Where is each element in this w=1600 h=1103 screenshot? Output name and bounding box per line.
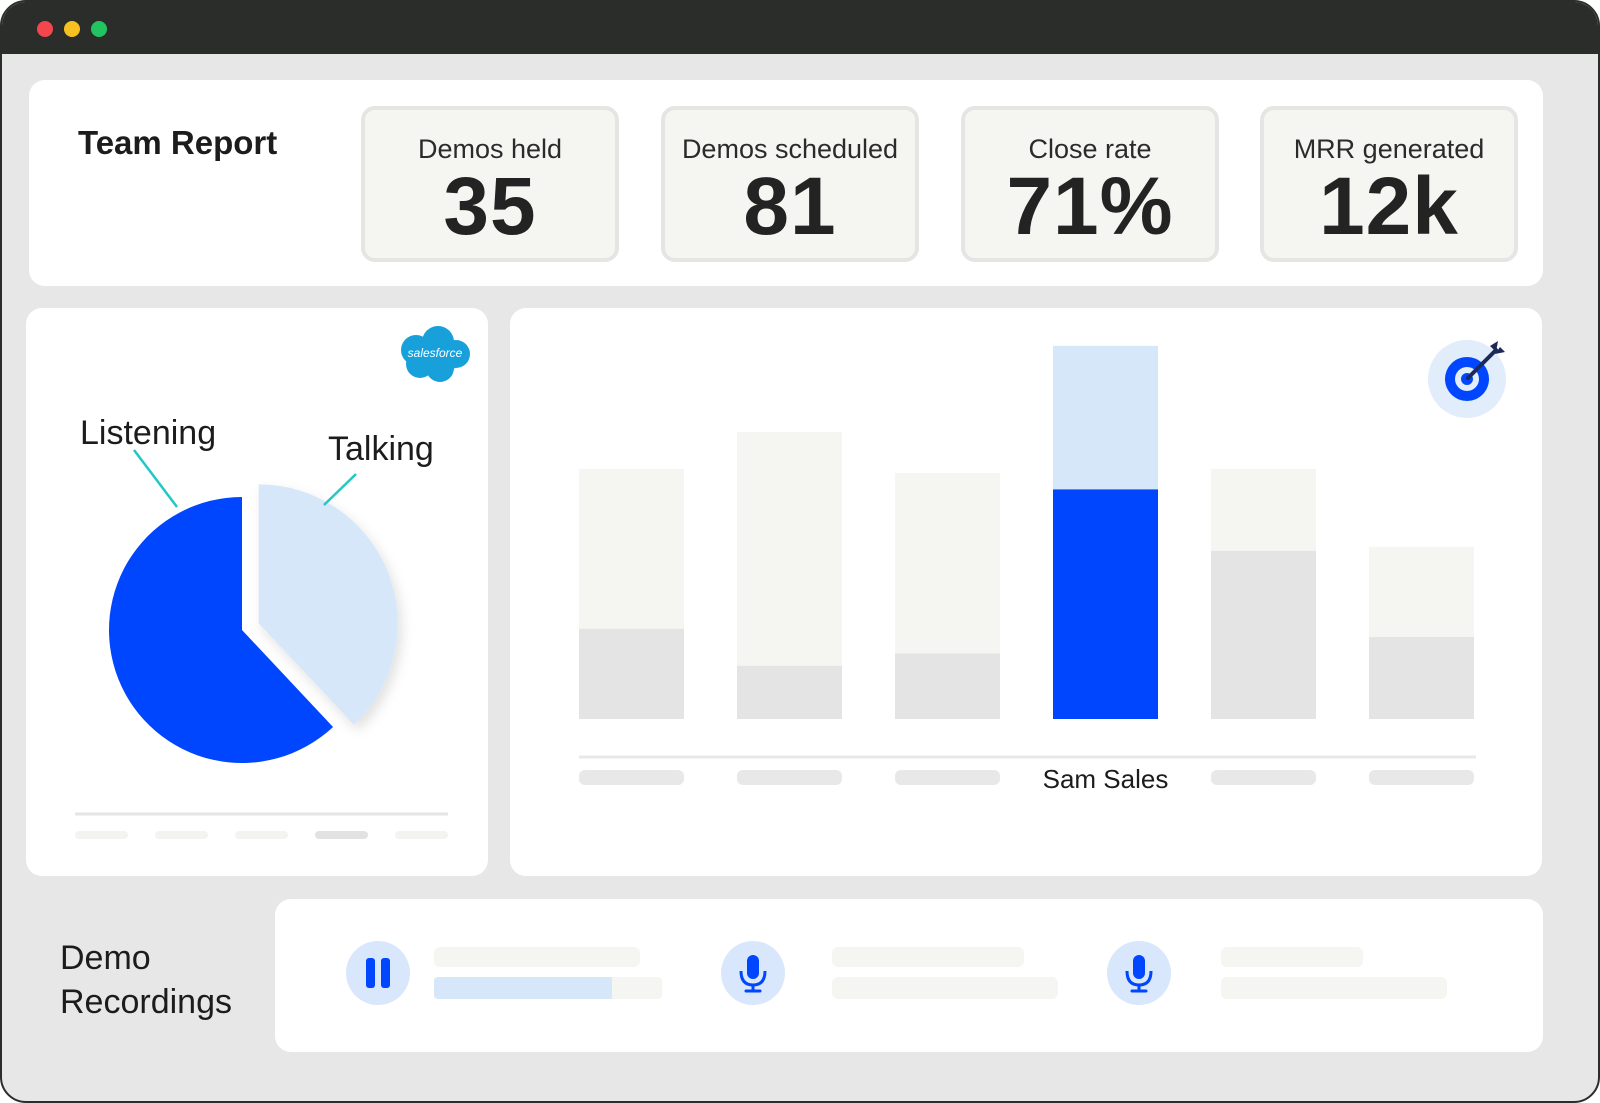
talk-ratio-card [26, 308, 488, 876]
recording-subtitle-placeholder [832, 977, 1058, 999]
x-tick-placeholder [1369, 770, 1474, 785]
bar-segment-bottom [1369, 637, 1474, 719]
recording-title-placeholder [832, 947, 1024, 967]
microphone-button[interactable] [721, 941, 785, 1005]
microphone-icon [1125, 955, 1153, 993]
bar-segment-top [1369, 546, 1474, 637]
legend-placeholder [155, 831, 208, 839]
bar-segment-top [1053, 345, 1158, 490]
bar-segment-bottom [579, 628, 684, 719]
stat-demos-held: Demos held 35 [361, 106, 619, 262]
pause-icon-bar [381, 958, 390, 988]
maximize-window-button[interactable] [91, 21, 107, 37]
stat-label: MRR generated [1293, 134, 1485, 164]
x-tick-label: Sam Sales [1043, 764, 1169, 794]
stat-value: 12k [1319, 161, 1459, 252]
team-bar-chart: Sam Sales [579, 340, 1506, 794]
stat-label: Demos scheduled [681, 134, 899, 164]
minimize-window-button[interactable] [64, 21, 80, 37]
title-bar [2, 2, 1598, 54]
recordings-title-line1: Demo [60, 939, 151, 977]
listening-label: Listening [80, 414, 216, 452]
legend-placeholder [75, 831, 128, 839]
stat-value: 35 [443, 161, 537, 252]
salesforce-logo-text: salesforce [408, 346, 463, 360]
recordings-title: Demo Recordings [60, 936, 232, 1024]
stat-value: 81 [743, 161, 837, 252]
talking-leader-line [323, 473, 357, 506]
stat-mrr-generated: MRR generated 12k [1260, 106, 1518, 262]
bar-segment-top [737, 432, 842, 666]
bar-segment-bottom [737, 665, 842, 719]
pie-slice-talking [258, 484, 398, 725]
stat-label: Close rate [1028, 134, 1152, 164]
x-tick-placeholder [1211, 770, 1316, 785]
recording-title-placeholder [1221, 947, 1363, 967]
talking-label: Talking [328, 430, 434, 468]
bar-segment-bottom [895, 653, 1000, 719]
recording-title-placeholder [434, 947, 640, 967]
stat-demos-scheduled: Demos scheduled 81 [661, 106, 919, 262]
legend-placeholder [315, 831, 368, 839]
microphone-button[interactable] [1107, 941, 1171, 1005]
page-title: Team Report [78, 124, 278, 161]
stat-value: 71% [1006, 161, 1174, 252]
pause-icon [366, 958, 375, 988]
bar-segment-bottom [1053, 489, 1158, 719]
stat-close-rate: Close rate 71% [961, 106, 1219, 262]
legend-placeholder [395, 831, 448, 839]
salesforce-logo: salesforce [401, 326, 470, 382]
x-tick-placeholder [895, 770, 1000, 785]
recording-progress-track[interactable] [434, 977, 662, 999]
listening-leader-line [133, 449, 178, 508]
target-icon[interactable] [1428, 340, 1506, 418]
pie-slice-listening [108, 497, 334, 763]
recordings-title-line2: Recordings [60, 983, 232, 1021]
recording-subtitle-placeholder [1221, 977, 1447, 999]
bar-segment-top [895, 473, 1000, 654]
recordings-card [275, 899, 1543, 1052]
x-tick-placeholder [579, 770, 684, 785]
microphone-icon [739, 955, 767, 993]
talk-ratio-pie-chart: salesforce Listening Talking [75, 326, 470, 839]
legend-placeholder [235, 831, 288, 839]
stat-label: Demos held [417, 134, 563, 164]
recording-progress-fill [434, 977, 612, 999]
pause-button[interactable] [346, 941, 410, 1005]
bar-segment-top [579, 468, 684, 629]
bar-segment-bottom [1211, 550, 1316, 719]
close-window-button[interactable] [37, 21, 53, 37]
x-tick-placeholder [737, 770, 842, 785]
bar-segment-top [1211, 468, 1316, 551]
